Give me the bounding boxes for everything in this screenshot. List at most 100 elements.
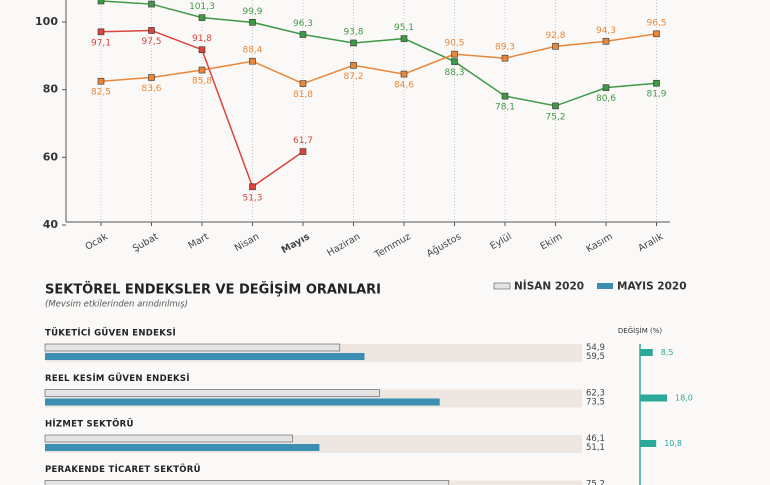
bar-value-label: 75,2 bbox=[586, 480, 605, 485]
value-label: 75,2 bbox=[545, 112, 565, 122]
value-label: 96,3 bbox=[293, 19, 313, 29]
value-label: 81,9 bbox=[646, 90, 666, 100]
bar bbox=[45, 398, 440, 406]
value-label: 97,5 bbox=[141, 37, 161, 47]
y-tick-label: 40 bbox=[43, 218, 59, 231]
value-label: 91,8 bbox=[192, 34, 212, 44]
x-tick-label: Ekim bbox=[538, 231, 564, 252]
x-tick-label: Ocak bbox=[83, 231, 110, 253]
point-marker bbox=[653, 79, 660, 87]
value-label: 96,5 bbox=[646, 18, 666, 28]
bar bbox=[44, 434, 293, 443]
value-label: 90,5 bbox=[444, 39, 464, 49]
point-marker bbox=[350, 62, 357, 69]
point-marker bbox=[653, 30, 660, 38]
y-tick-label: 80 bbox=[43, 83, 59, 96]
value-label: 51,3 bbox=[242, 193, 262, 203]
point-marker bbox=[400, 70, 408, 78]
value-label: 82,5 bbox=[91, 88, 111, 98]
value-label: 61,7 bbox=[293, 136, 313, 146]
point-marker bbox=[97, 0, 105, 5]
x-tick-label: Nisan bbox=[233, 231, 261, 254]
point-marker bbox=[97, 28, 105, 36]
point-marker bbox=[249, 183, 256, 191]
bar bbox=[44, 343, 341, 352]
legend-swatch bbox=[597, 283, 613, 289]
point-marker bbox=[249, 19, 256, 26]
bar bbox=[44, 480, 450, 485]
x-tick-label: Mayıs bbox=[280, 231, 312, 256]
change-bar bbox=[640, 440, 657, 447]
change-title: DEĞİŞİM (%) bbox=[618, 326, 662, 335]
point-marker bbox=[501, 92, 509, 100]
value-label: 101,3 bbox=[189, 2, 215, 12]
point-marker bbox=[501, 54, 509, 62]
series-line bbox=[100, 0, 657, 107]
point-marker bbox=[299, 148, 307, 155]
value-label: 80,6 bbox=[596, 94, 616, 104]
value-label: 94,3 bbox=[596, 26, 616, 36]
x-tick-label: Temmuz bbox=[372, 231, 413, 261]
category-label: HİZMET SEKTÖRÜ bbox=[45, 419, 134, 430]
value-label: 93,8 bbox=[343, 27, 363, 37]
x-tick-label: Eylül bbox=[488, 231, 513, 252]
point-marker bbox=[97, 77, 105, 85]
bar bbox=[45, 444, 320, 451]
x-tick-label: Haziran bbox=[325, 231, 362, 259]
point-marker bbox=[451, 58, 458, 65]
point-marker bbox=[451, 50, 458, 58]
point-marker bbox=[552, 102, 559, 110]
value-label: 88,4 bbox=[242, 46, 262, 56]
point-marker bbox=[249, 57, 256, 65]
value-label: 85,8 bbox=[192, 77, 212, 87]
bar-value-label: 54,9 bbox=[586, 343, 605, 353]
bar-value-label: 59,5 bbox=[586, 352, 605, 362]
bar bbox=[44, 389, 380, 397]
x-tick-label: Şubat bbox=[131, 231, 161, 254]
y-tick-label: 60 bbox=[43, 150, 59, 163]
value-label: 99,9 bbox=[242, 7, 262, 17]
value-label: 78,1 bbox=[495, 103, 515, 113]
value-label: 92,8 bbox=[545, 31, 565, 41]
value-label: 83,6 bbox=[141, 84, 161, 94]
value-label: 95,1 bbox=[394, 23, 414, 33]
value-label: 89,3 bbox=[495, 43, 515, 53]
value-label: 87,2 bbox=[343, 72, 363, 82]
point-marker bbox=[400, 35, 408, 42]
legend-label: NİSAN 2020 bbox=[514, 279, 584, 293]
value-label: 88,3 bbox=[444, 68, 464, 78]
category-label: TÜKETİCİ GÜVEN ENDEKSİ bbox=[45, 328, 176, 339]
point-marker bbox=[198, 66, 206, 74]
change-label: 10,8 bbox=[664, 439, 682, 448]
point-marker bbox=[148, 27, 155, 34]
change-label: 8,5 bbox=[661, 348, 674, 357]
x-tick-label: Aralık bbox=[636, 231, 665, 254]
category-label: REEL KESİM GÜVEN ENDEKSİ bbox=[45, 373, 190, 384]
point-marker bbox=[198, 14, 206, 21]
value-label: 84,6 bbox=[394, 81, 414, 91]
value-label: 97,1 bbox=[91, 38, 111, 48]
bar-value-label: 73,5 bbox=[586, 398, 605, 408]
point-marker bbox=[602, 37, 610, 45]
x-tick-label: Mart bbox=[186, 231, 210, 251]
section-title: SEKTÖREL ENDEKSLER VE DEĞİŞİM ORANLARI bbox=[45, 282, 381, 298]
change-label: 18,0 bbox=[675, 394, 693, 403]
bar-value-label: 46,1 bbox=[586, 434, 605, 444]
point-marker bbox=[299, 80, 307, 87]
bar bbox=[45, 353, 365, 360]
change-bar bbox=[640, 394, 667, 402]
section-subtitle: (Mevsim etkilerinden arındırılmış) bbox=[45, 300, 188, 310]
value-label: 81,8 bbox=[293, 90, 313, 100]
x-tick-label: Kasım bbox=[584, 231, 614, 255]
x-tick-label: Ağustos bbox=[425, 231, 463, 260]
point-marker bbox=[148, 0, 155, 8]
point-marker bbox=[350, 39, 357, 47]
category-label: PERAKENDE TİCARET SEKTÖRÜ bbox=[45, 464, 201, 475]
legend-label: MAYIS 2020 bbox=[617, 281, 687, 293]
point-marker bbox=[602, 84, 610, 91]
point-marker bbox=[148, 74, 155, 81]
series-line bbox=[100, 33, 657, 85]
point-marker bbox=[198, 46, 206, 54]
bar-value-label: 51,1 bbox=[586, 443, 605, 453]
